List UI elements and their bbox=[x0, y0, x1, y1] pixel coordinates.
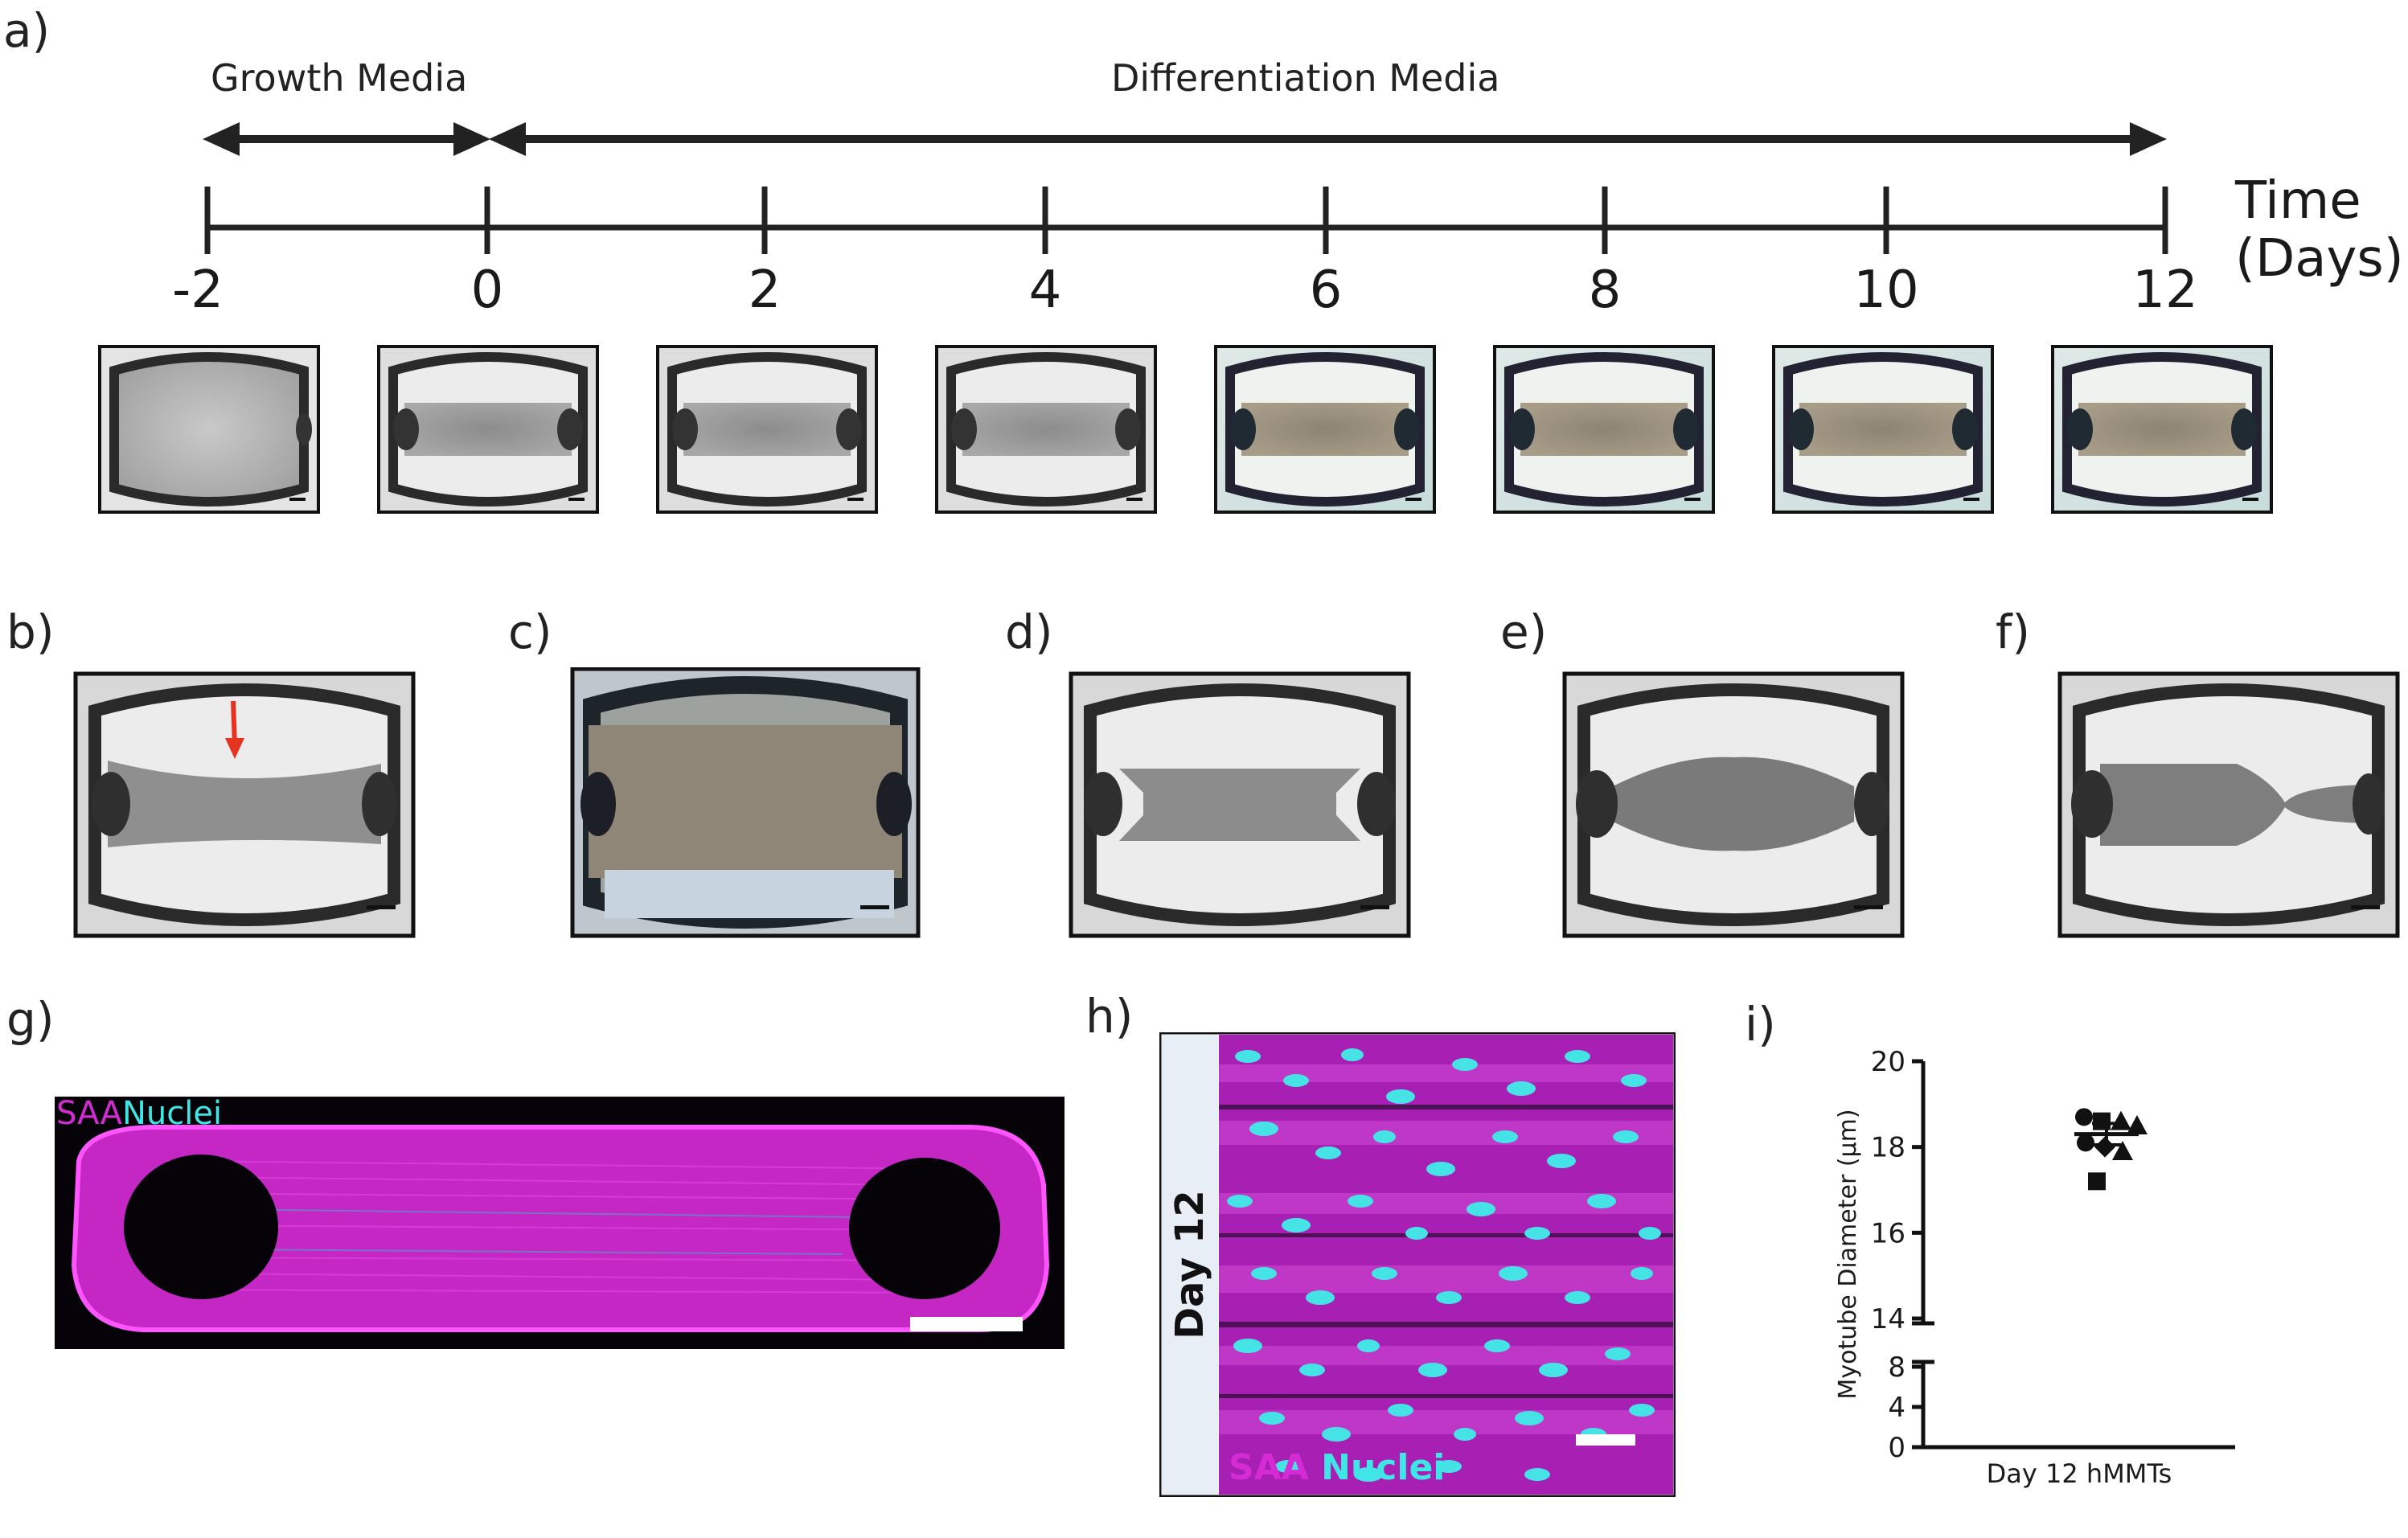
panel-label-d: d) bbox=[1005, 605, 1053, 659]
time-title-line2: (Days) bbox=[2235, 229, 2404, 289]
micrograph-day-0 bbox=[379, 347, 597, 512]
panel-label-e: e) bbox=[1500, 605, 1548, 659]
tick-label: 10 bbox=[1853, 260, 1919, 320]
time-title-line1: Time bbox=[2235, 171, 2361, 231]
x-axis-label: Day 12 hMMTs bbox=[1987, 1458, 2172, 1489]
panel-label-g: g) bbox=[6, 992, 55, 1047]
scale-bar bbox=[1576, 1434, 1635, 1446]
fluorescence-image-h bbox=[1159, 1032, 1676, 1497]
micrograph-day-minus2 bbox=[98, 345, 320, 514]
stain-legend-h: SAA Nuclei bbox=[1229, 1447, 1445, 1488]
micrograph-day-12 bbox=[2053, 347, 2271, 512]
panel-label-c: c) bbox=[508, 605, 552, 659]
micrograph-day-6 bbox=[1216, 347, 1434, 512]
y-tick-label: 8 bbox=[1888, 1351, 1905, 1384]
timeline-axis bbox=[203, 122, 2168, 254]
panel-label-a: a) bbox=[3, 3, 51, 58]
differentiation-media-label: Differentiation Media bbox=[1111, 56, 1500, 100]
tick-label: 4 bbox=[1028, 260, 1062, 320]
growth-media-arrow bbox=[203, 122, 490, 156]
y-tick-label: 14 bbox=[1871, 1303, 1905, 1335]
day-12-label: Day 12 bbox=[1167, 1190, 1212, 1339]
nuclei bbox=[1227, 1048, 1661, 1482]
micrograph-d bbox=[1071, 674, 1409, 936]
day-label-container: Day 12 bbox=[1159, 1032, 1220, 1497]
y-tick-label: 20 bbox=[1871, 1046, 1905, 1078]
tick-label: 8 bbox=[1588, 260, 1622, 320]
tick-label: 6 bbox=[1309, 260, 1343, 320]
stain-saa: SAA bbox=[1229, 1447, 1309, 1488]
myotube-diameter-chart: Myotube Diameter (μm) Day 12 hMMTs 14 16 1… bbox=[1834, 1046, 2235, 1489]
data-point-diamond bbox=[2094, 1136, 2115, 1158]
growth-media-label: Growth Media bbox=[211, 56, 468, 100]
micrograph-e bbox=[1565, 674, 1902, 936]
tick-label: 2 bbox=[748, 260, 781, 320]
timeline-micrographs bbox=[98, 338, 2408, 523]
stain-nuclei: Nuclei bbox=[121, 1095, 223, 1132]
y-axis-label: Myotube Diameter (μm) bbox=[1834, 1109, 1862, 1399]
scale-bar bbox=[910, 1317, 1023, 1331]
stain-nuclei: Nuclei bbox=[1321, 1447, 1446, 1488]
y-tick-label: 4 bbox=[1888, 1392, 1905, 1424]
stain-legend-g: SAANuclei bbox=[56, 1095, 222, 1132]
tick-label: 12 bbox=[2132, 260, 2198, 320]
data-point-square bbox=[2088, 1172, 2106, 1191]
micrograph-b bbox=[76, 674, 413, 936]
data-point-triangle bbox=[2127, 1115, 2148, 1134]
micrograph-f bbox=[2060, 674, 2398, 936]
micrograph-day-8 bbox=[1495, 347, 1713, 512]
micrograph-day-2 bbox=[658, 347, 876, 512]
defect-micrographs bbox=[0, 667, 2408, 941]
panel-label-h: h) bbox=[1085, 989, 1134, 1044]
time-axis-title: Time (Days) bbox=[2235, 172, 2404, 288]
panel-label-b: b) bbox=[6, 605, 55, 659]
stain-saa: SAA bbox=[56, 1095, 122, 1132]
data-point-circle bbox=[2075, 1108, 2093, 1126]
differentiation-media-arrow bbox=[489, 122, 2167, 156]
y-tick-label: 0 bbox=[1888, 1432, 1905, 1464]
micrograph-day-10 bbox=[1774, 347, 1992, 512]
tick-label: 0 bbox=[470, 260, 504, 320]
y-tick-label: 18 bbox=[1871, 1132, 1905, 1164]
panel-label-f: f) bbox=[1996, 605, 2031, 659]
tick-label: -2 bbox=[172, 260, 224, 320]
micrograph-day-4 bbox=[937, 347, 1155, 512]
fluorescence-image-g bbox=[55, 1097, 1065, 1349]
panel-label-i: i) bbox=[1745, 997, 1776, 1052]
data-point-triangle bbox=[2111, 1110, 2131, 1130]
data-point-circle bbox=[2077, 1134, 2094, 1152]
micrograph-c bbox=[570, 667, 921, 938]
data-point-triangle bbox=[2112, 1141, 2133, 1160]
y-tick-label: 16 bbox=[1871, 1217, 1905, 1249]
